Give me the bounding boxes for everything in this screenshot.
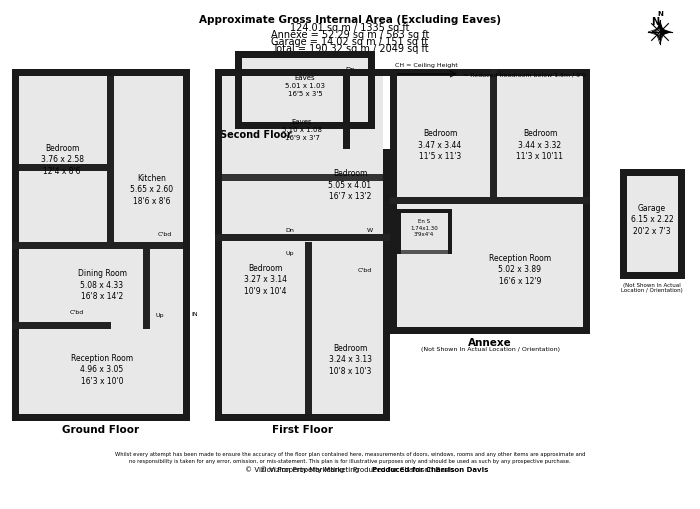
Bar [12,242,183,249]
Bar [19,77,183,414]
Text: Dining Room
5.08 x 4.33
16'8 x 14'2: Dining Room 5.08 x 4.33 16'8 x 14'2 [78,268,127,301]
Text: W: W [367,227,373,232]
Text: © Vizion Property Marketing: © Vizion Property Marketing [260,466,360,472]
Text: IN: IN [192,312,198,317]
Text: N: N [657,11,663,17]
Bar [343,70,350,150]
Text: C'bd: C'bd [358,267,372,272]
Text: Dn: Dn [286,227,295,232]
Text: no responsibility is taken for any error, omission, or mis-statement. This plan : no responsibility is taken for any error… [130,459,570,464]
Text: En S
1.74x1.30
3'9x4'4: En S 1.74x1.30 3'9x4'4 [410,218,438,237]
Text: Up: Up [286,251,294,256]
Text: Annexe = 52.29 sq m / 563 sq ft: Annexe = 52.29 sq m / 563 sq ft [271,30,429,40]
Bar [368,52,375,130]
Bar [215,414,390,421]
Text: Dn: Dn [345,67,355,73]
Bar [222,175,383,182]
Bar [448,210,452,254]
Polygon shape [648,29,660,37]
Text: Reception Room
5.02 x 3.89
16'6 x 12'9: Reception Room 5.02 x 3.89 16'6 x 12'9 [489,253,551,286]
Text: Eaves
5.10 x 1.08
16'9 x 3'7: Eaves 5.10 x 1.08 16'9 x 3'7 [282,119,322,140]
Bar [12,322,111,329]
Bar [215,70,350,77]
Bar [215,70,222,421]
Text: Bedroom
3.76 x 2.58
12'4 x 8'6: Bedroom 3.76 x 2.58 12'4 x 8'6 [41,144,83,176]
Bar [235,52,242,130]
Text: (Not Shown In Actual Location / Orientation): (Not Shown In Actual Location / Orientat… [421,347,559,352]
Text: Up: Up [156,312,164,317]
Bar [12,414,190,421]
Bar [583,70,590,334]
Bar [12,70,19,421]
Bar [390,70,397,334]
Text: Bedroom
5.05 x 4.01
16'7 x 13'2: Bedroom 5.05 x 4.01 16'7 x 13'2 [328,168,372,201]
Bar [620,169,685,177]
Text: Garage
6.15 x 2.22
20'2 x 7'3: Garage 6.15 x 2.22 20'2 x 7'3 [631,203,673,236]
Text: Whilst every attempt has been made to ensure the accuracy of the floor plan cont: Whilst every attempt has been made to en… [115,451,585,457]
Text: Eaves
5.01 x 1.03
16'5 x 3'5: Eaves 5.01 x 1.03 16'5 x 3'5 [285,75,325,97]
Bar [490,70,497,205]
Text: Ground Floor: Ground Floor [62,424,139,434]
Text: Bedroom
3.27 x 3.14
10'9 x 10'4: Bedroom 3.27 x 3.14 10'9 x 10'4 [244,263,286,296]
Bar [19,165,107,172]
Text: Bedroom
3.47 x 3.44
11'5 x 11'3: Bedroom 3.47 x 3.44 11'5 x 11'3 [419,128,461,161]
Text: Bedroom
3.44 x 3.32
11'3 x 10'11: Bedroom 3.44 x 3.32 11'3 x 10'11 [517,128,564,161]
Bar [215,235,390,242]
Text: Annexe: Annexe [468,337,512,347]
Text: C'bd: C'bd [158,232,172,237]
Text: CH = Ceiling Height: CH = Ceiling Height [395,63,458,67]
Text: Produced for Charrison Davis: Produced for Charrison Davis [372,466,488,472]
Bar [627,177,678,272]
Bar [242,59,368,123]
Text: First Floor: First Floor [272,424,332,434]
Bar [397,250,452,254]
Bar [390,197,590,205]
Text: Second Floor: Second Floor [220,130,292,140]
Bar [620,169,627,279]
Bar [183,70,190,421]
Text: (Not Shown In Actual
Location / Orientation): (Not Shown In Actual Location / Orientat… [621,282,683,293]
Bar [390,70,590,77]
Bar [143,249,150,329]
Polygon shape [660,29,672,37]
Bar [107,77,114,249]
Text: © Vizion Property Marketing    Produced for Charrison Davis: © Vizion Property Marketing Produced for… [245,466,455,472]
Bar [305,242,312,414]
Text: Reception Room
4.96 x 3.05
16'3 x 10'0: Reception Room 4.96 x 3.05 16'3 x 10'0 [71,353,133,385]
Text: Bedroom
3.24 x 3.13
10'8 x 10'3: Bedroom 3.24 x 3.13 10'8 x 10'3 [328,343,372,376]
Text: Total = 190.32 sq m / 2049 sq ft: Total = 190.32 sq m / 2049 sq ft [272,44,428,54]
Bar [620,272,685,279]
Polygon shape [656,21,664,33]
Text: Approximate Gross Internal Area (Excluding Eaves): Approximate Gross Internal Area (Excludi… [199,15,501,25]
Text: 124.01 sq m / 1335 sq ft: 124.01 sq m / 1335 sq ft [290,23,410,33]
Bar [343,70,390,77]
Text: Garage = 14.02 sq m / 151 sq ft: Garage = 14.02 sq m / 151 sq ft [272,37,428,47]
Bar [235,123,375,130]
Bar [678,169,685,279]
Polygon shape [656,33,664,45]
Text: = Reduced headroom below 1.5m / 5'0: = Reduced headroom below 1.5m / 5'0 [463,72,586,77]
Bar [383,150,390,421]
Bar [390,327,590,334]
Text: N: N [651,17,659,27]
Text: Kitchen
5.65 x 2.60
18'6 x 8'6: Kitchen 5.65 x 2.60 18'6 x 8'6 [130,174,174,206]
Bar [397,77,583,327]
Bar [235,52,375,59]
Bar [222,77,383,414]
Bar [397,210,452,214]
Bar [12,70,190,77]
Text: C'bd: C'bd [70,309,84,314]
Bar [397,210,401,254]
